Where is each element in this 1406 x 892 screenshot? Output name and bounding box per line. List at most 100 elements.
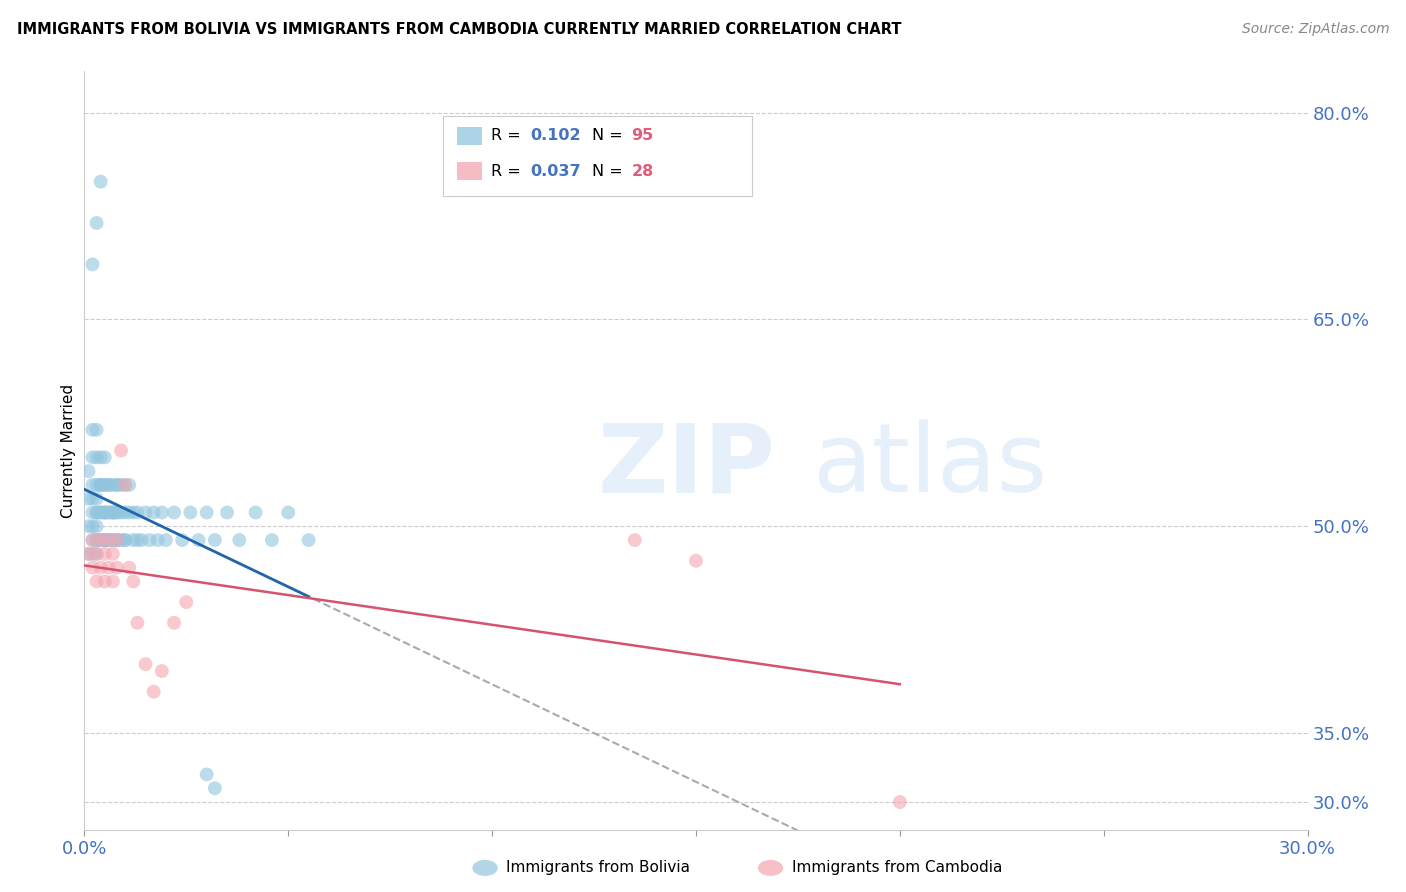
Point [146,533,169,547]
Text: atlas: atlas [813,419,1047,512]
Point [114,478,136,492]
Point [105,478,128,492]
Point [93,506,115,520]
Point [114,533,136,547]
Point [97,478,120,492]
Point [127,615,149,630]
Text: 28: 28 [631,164,654,178]
Point [260,533,283,547]
Text: R =: R = [491,128,526,143]
Point [135,657,157,672]
Point [142,506,165,520]
Point [174,595,197,609]
Point [228,533,250,547]
Point [163,506,186,520]
Point [82,450,104,465]
Point [86,574,108,589]
Point [82,533,104,547]
Point [97,533,120,547]
Point [97,478,120,492]
Point [101,506,124,520]
Point [86,547,108,561]
Point [118,506,141,520]
Point [86,519,108,533]
Point [122,574,145,589]
Point [298,533,321,547]
Point [101,533,124,547]
Point [110,533,132,547]
Text: N =: N = [592,164,628,178]
Point [204,533,226,547]
Point [131,533,153,547]
Point [114,506,136,520]
Text: 0.037: 0.037 [530,164,581,178]
Point [110,443,132,458]
Point [90,533,112,547]
Point [127,533,149,547]
Point [105,506,128,520]
Point [93,478,115,492]
Point [97,506,120,520]
Point [82,491,104,506]
Point [122,506,145,520]
Point [101,478,124,492]
Point [163,615,186,630]
Text: N =: N = [592,128,628,143]
Point [90,478,112,492]
Point [97,533,120,547]
Point [110,478,132,492]
Point [86,478,108,492]
Point [101,533,124,547]
Point [114,478,136,492]
Text: R =: R = [491,164,526,178]
Point [105,533,128,547]
Point [93,547,115,561]
Point [77,547,100,561]
Point [86,547,108,561]
Point [93,533,115,547]
Text: 0.102: 0.102 [530,128,581,143]
Point [685,554,707,568]
Text: Source: ZipAtlas.com: Source: ZipAtlas.com [1241,22,1389,37]
Point [86,216,108,230]
Text: ZIP: ZIP [598,419,776,512]
Point [90,533,112,547]
Point [77,519,100,533]
Point [97,533,120,547]
Point [82,506,104,520]
Text: IMMIGRANTS FROM BOLIVIA VS IMMIGRANTS FROM CAMBODIA CURRENTLY MARRIED CORRELATIO: IMMIGRANTS FROM BOLIVIA VS IMMIGRANTS FR… [17,22,901,37]
Point [93,506,115,520]
Point [77,464,100,478]
Text: Immigrants from Cambodia: Immigrants from Cambodia [792,861,1002,875]
Point [90,478,112,492]
Point [82,533,104,547]
Point [150,664,173,678]
Point [195,506,218,520]
Point [93,506,115,520]
Point [118,560,141,574]
Point [93,478,115,492]
Point [82,560,104,574]
Point [77,491,100,506]
Point [90,560,112,574]
Point [114,533,136,547]
Point [105,478,128,492]
Y-axis label: Currently Married: Currently Married [60,384,76,517]
Point [138,533,160,547]
Point [86,491,108,506]
Point [624,533,647,547]
Point [135,506,157,520]
Point [195,767,218,781]
Point [101,506,124,520]
Point [118,478,141,492]
Point [101,574,124,589]
Point [93,450,115,465]
Point [105,560,128,574]
Point [150,506,173,520]
Point [93,533,115,547]
Point [97,533,120,547]
Point [77,547,100,561]
Point [105,533,128,547]
Point [82,547,104,561]
Point [142,684,165,698]
